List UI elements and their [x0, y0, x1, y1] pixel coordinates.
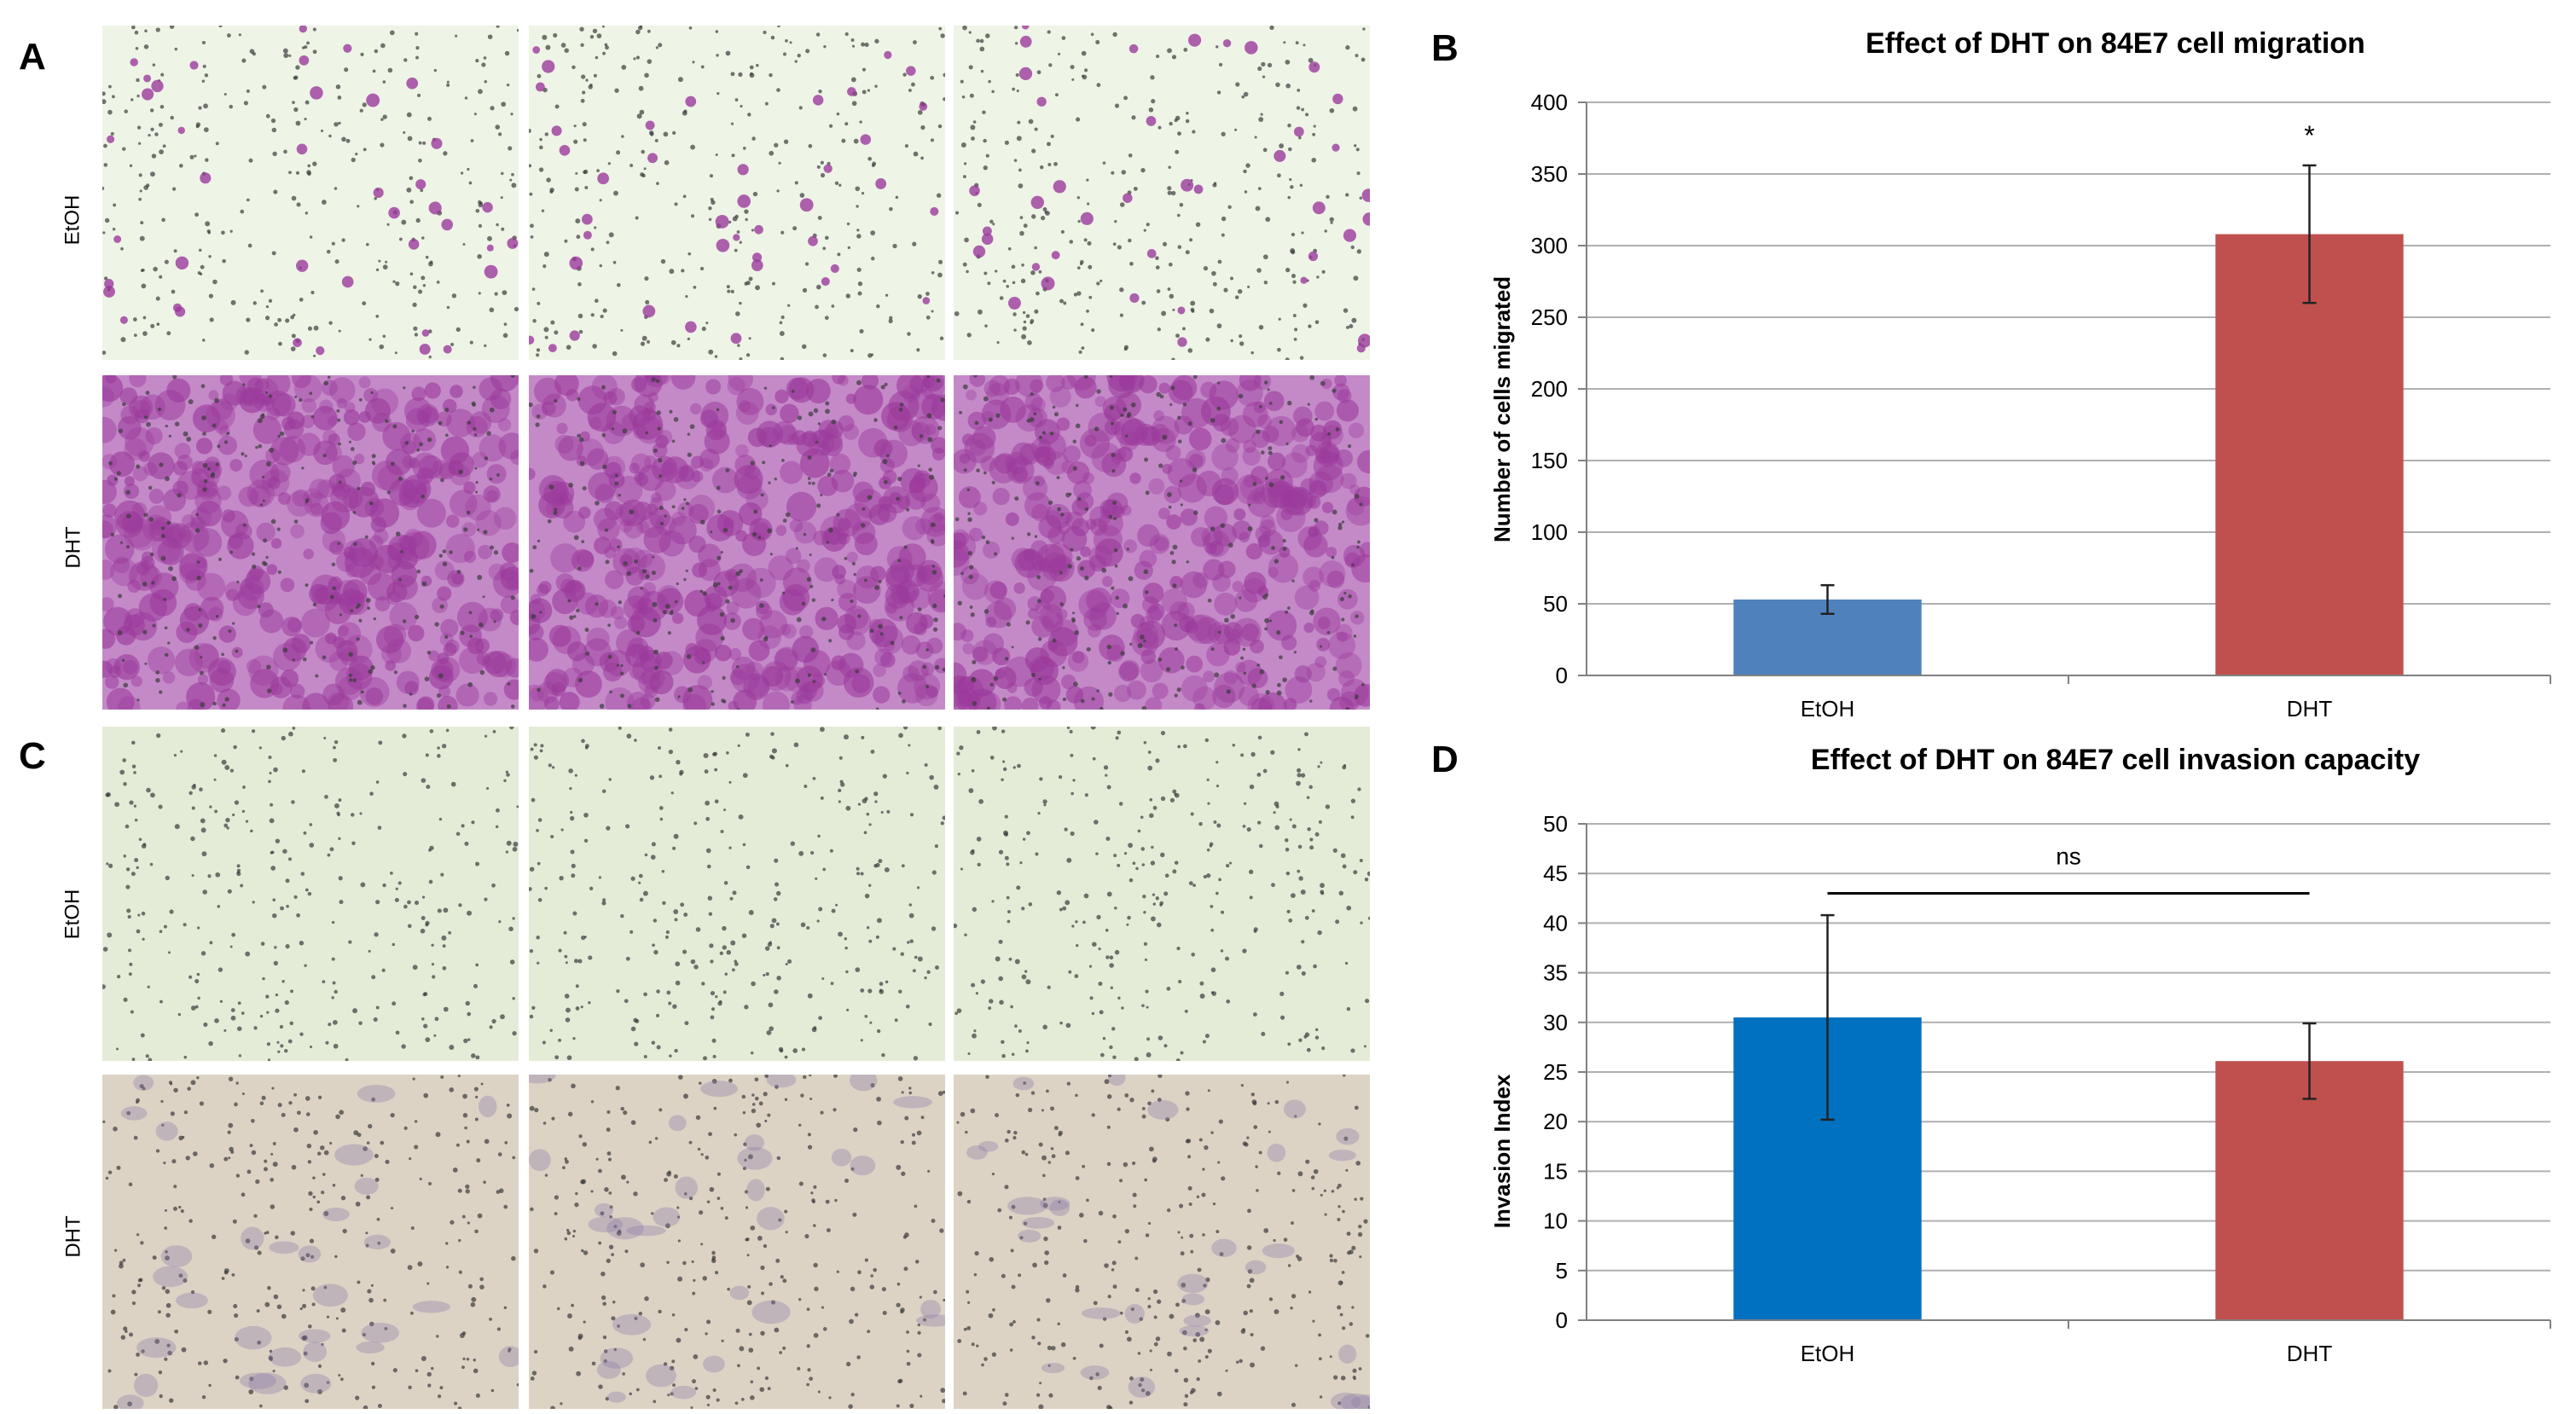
micrograph-c-dht-2 — [529, 1075, 945, 1409]
micrograph-a-dht-2 — [529, 375, 945, 710]
micrograph-c-dht-3 — [954, 1075, 1370, 1409]
micrograph-a-etoh-2 — [529, 26, 945, 360]
micrograph-c-etoh-2 — [529, 727, 945, 1061]
chart-title: Effect of DHT on 84E7 cell invasion capa… — [1811, 744, 2420, 776]
micrograph-c-etoh-3 — [954, 727, 1370, 1061]
bar-dht — [2215, 234, 2404, 675]
y-tick-label: 300 — [1531, 233, 1568, 258]
panel-letter-b: B — [1431, 27, 1459, 69]
significance-label: ns — [2056, 843, 2081, 869]
error-bar-etoh — [1820, 583, 1835, 616]
x-tick-label: DHT — [2287, 696, 2333, 721]
y-axis-label: Invasion Index — [1489, 1074, 1515, 1228]
row-label-c-etoh: EtOH — [61, 889, 84, 940]
row-label-a-etoh: EtOH — [61, 194, 84, 246]
micrograph-a-dht-3 — [954, 375, 1370, 710]
y-tick-label: 50 — [1543, 811, 1568, 837]
error-bar-etoh — [1820, 913, 1835, 1121]
significance-star: * — [2304, 120, 2314, 151]
row-label-a-dht: DHT — [61, 526, 85, 569]
error-bar-dht — [2302, 164, 2317, 304]
y-tick-label: 350 — [1531, 161, 1568, 187]
micrograph-c-dht-1 — [102, 1075, 519, 1409]
y-tick-label: 150 — [1531, 448, 1568, 473]
micrograph-a-etoh-1 — [102, 26, 519, 360]
y-tick-label: 25 — [1543, 1059, 1568, 1085]
bar-dht — [2215, 1061, 2404, 1320]
y-tick-label: 250 — [1531, 304, 1568, 330]
y-tick-label: 0 — [1556, 663, 1568, 688]
y-tick-label: 50 — [1543, 591, 1568, 617]
micrograph-a-etoh-3 — [954, 26, 1370, 360]
micrograph-c-etoh-1 — [102, 727, 519, 1061]
panel-letter-a: A — [19, 36, 46, 78]
panel-letter-d: D — [1431, 739, 1459, 780]
y-tick-label: 10 — [1543, 1208, 1568, 1234]
x-tick-label: DHT — [2287, 1341, 2333, 1366]
row-label-c-dht: DHT — [61, 1215, 85, 1258]
y-tick-label: 30 — [1543, 1010, 1568, 1035]
y-axis-label: Number of cells migrated — [1489, 276, 1515, 542]
y-tick-label: 100 — [1531, 519, 1568, 545]
chart-b-migration: Effect of DHT on 84E7 cell migration Num… — [1489, 27, 2551, 721]
chart-d-invasion: Effect of DHT on 84E7 cell invasion capa… — [1489, 744, 2551, 1366]
y-tick-label: 40 — [1543, 910, 1568, 936]
x-tick-label: EtOH — [1801, 696, 1855, 721]
y-tick-label: 200 — [1531, 376, 1568, 402]
error-bar-dht — [2302, 1022, 2317, 1100]
y-tick-label: 15 — [1543, 1158, 1568, 1184]
panel-letter-c: C — [19, 735, 46, 777]
y-tick-label: 400 — [1531, 90, 1568, 115]
y-tick-label: 20 — [1543, 1109, 1568, 1134]
chart-title: Effect of DHT on 84E7 cell migration — [1865, 27, 2365, 60]
y-tick-label: 5 — [1556, 1258, 1568, 1284]
x-tick-label: EtOH — [1801, 1341, 1855, 1366]
y-tick-label: 45 — [1543, 861, 1568, 886]
y-tick-label: 35 — [1543, 960, 1568, 986]
y-tick-label: 0 — [1556, 1307, 1568, 1333]
micrograph-a-dht-1 — [102, 375, 519, 710]
